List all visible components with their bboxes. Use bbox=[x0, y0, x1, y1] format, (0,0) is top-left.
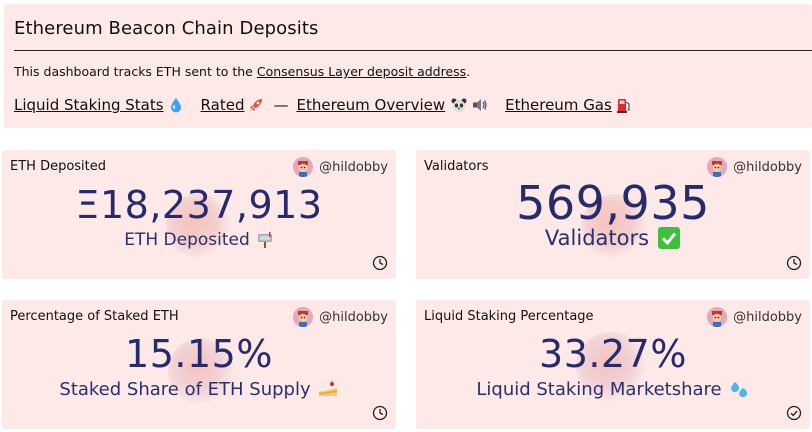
check-box-icon bbox=[658, 227, 681, 249]
author-name: @hildobby bbox=[319, 159, 388, 175]
header-divider bbox=[14, 50, 812, 51]
avatar bbox=[707, 157, 728, 177]
rocket-icon bbox=[249, 99, 263, 112]
page-title: Ethereum Beacon Chain Deposits bbox=[14, 18, 319, 39]
background-logo bbox=[168, 338, 234, 404]
card-title: ETH Deposited bbox=[10, 159, 107, 174]
eth-deposited-value: Ξ18,237,913 bbox=[75, 183, 323, 227]
rated-label: Rated bbox=[200, 96, 245, 114]
author-tag[interactable]: @hildobby bbox=[293, 157, 388, 177]
description-prefix: This dashboard tracks ETH sent to the bbox=[14, 64, 257, 79]
ethereum-gas-label: Ethereum Gas bbox=[505, 96, 612, 114]
validators-value: 569,935 bbox=[516, 176, 710, 230]
validators-label-row: Validators bbox=[416, 226, 810, 250]
card-title: Validators bbox=[424, 159, 489, 174]
panda-icon bbox=[451, 98, 467, 112]
clock-icon[interactable] bbox=[786, 255, 802, 271]
author-tag[interactable]: @hildobby bbox=[707, 157, 802, 177]
card-title: Percentage of Staked ETH bbox=[10, 309, 179, 324]
background-logo bbox=[576, 332, 646, 402]
background-logo bbox=[166, 194, 230, 258]
eth-deposited-card: ETH Deposited @hildobby Ξ18,237,913 ETH … bbox=[2, 150, 396, 279]
cake-icon bbox=[318, 380, 337, 396]
background-logo bbox=[582, 194, 646, 258]
link-separator: — bbox=[273, 96, 289, 114]
avatar-icon bbox=[293, 157, 314, 177]
ethereum-overview-label: Ethereum Overview bbox=[296, 96, 446, 114]
liquid-staking-stats-label: Liquid Staking Stats bbox=[14, 96, 164, 114]
avatar bbox=[707, 307, 728, 327]
liquid-staking-stats-link[interactable]: Liquid Staking Stats bbox=[14, 96, 185, 114]
staked-percentage-label-row: Staked Share of ETH Supply bbox=[2, 378, 396, 400]
description-suffix: . bbox=[466, 64, 471, 79]
liquid-staking-percentage-card: Liquid Staking Percentage @hildobby 33.2… bbox=[416, 300, 810, 429]
author-tag[interactable]: @hildobby bbox=[707, 307, 802, 327]
fuel-pump-icon bbox=[616, 99, 630, 113]
ethereum-gas-link[interactable]: Ethereum Gas bbox=[505, 96, 633, 114]
card-title: Liquid Staking Percentage bbox=[424, 309, 594, 324]
validators-label: Validators bbox=[544, 226, 650, 250]
author-name: @hildobby bbox=[319, 309, 388, 325]
dashboard-header: Ethereum Beacon Chain Deposits This dash… bbox=[4, 4, 812, 128]
author-name: @hildobby bbox=[733, 159, 802, 175]
avatar bbox=[293, 307, 314, 327]
check-circle-icon[interactable] bbox=[786, 405, 802, 421]
liquid-staking-value: 33.27% bbox=[539, 332, 687, 376]
water-drops-icon bbox=[730, 382, 747, 398]
eth-deposited-label-row: ETH Deposited bbox=[2, 230, 396, 250]
validators-card: Validators @hildobby 569,935 Validators bbox=[416, 150, 810, 279]
eth-deposited-label: ETH Deposited bbox=[124, 230, 250, 250]
droplet-icon bbox=[170, 98, 181, 113]
avatar-icon bbox=[707, 307, 728, 327]
mailbox-icon bbox=[257, 232, 272, 248]
author-name: @hildobby bbox=[733, 309, 802, 325]
clock-icon[interactable] bbox=[372, 405, 388, 421]
staked-percentage-label: Staked Share of ETH Supply bbox=[59, 378, 311, 400]
ethereum-overview-link[interactable]: Ethereum Overview bbox=[296, 96, 489, 114]
rated-link[interactable]: Rated bbox=[201, 96, 266, 114]
liquid-staking-label: Liquid Staking Marketshare bbox=[476, 378, 722, 400]
header-links: Liquid Staking Stats Rated — Ethereum Ov… bbox=[14, 96, 633, 114]
deposit-address-link[interactable]: Consensus Layer deposit address bbox=[256, 64, 467, 79]
header-description: This dashboard tracks ETH sent to the Co… bbox=[14, 64, 470, 79]
author-tag[interactable]: @hildobby bbox=[293, 307, 388, 327]
clock-icon[interactable] bbox=[372, 255, 388, 271]
avatar-icon bbox=[707, 157, 728, 177]
liquid-staking-label-row: Liquid Staking Marketshare bbox=[416, 378, 810, 400]
avatar-icon bbox=[293, 307, 314, 327]
staked-percentage-value: 15.15% bbox=[125, 332, 273, 376]
staked-eth-percentage-card: Percentage of Staked ETH @hildobby 15.15… bbox=[2, 300, 396, 429]
avatar bbox=[293, 157, 314, 177]
speaker-icon bbox=[473, 99, 487, 111]
